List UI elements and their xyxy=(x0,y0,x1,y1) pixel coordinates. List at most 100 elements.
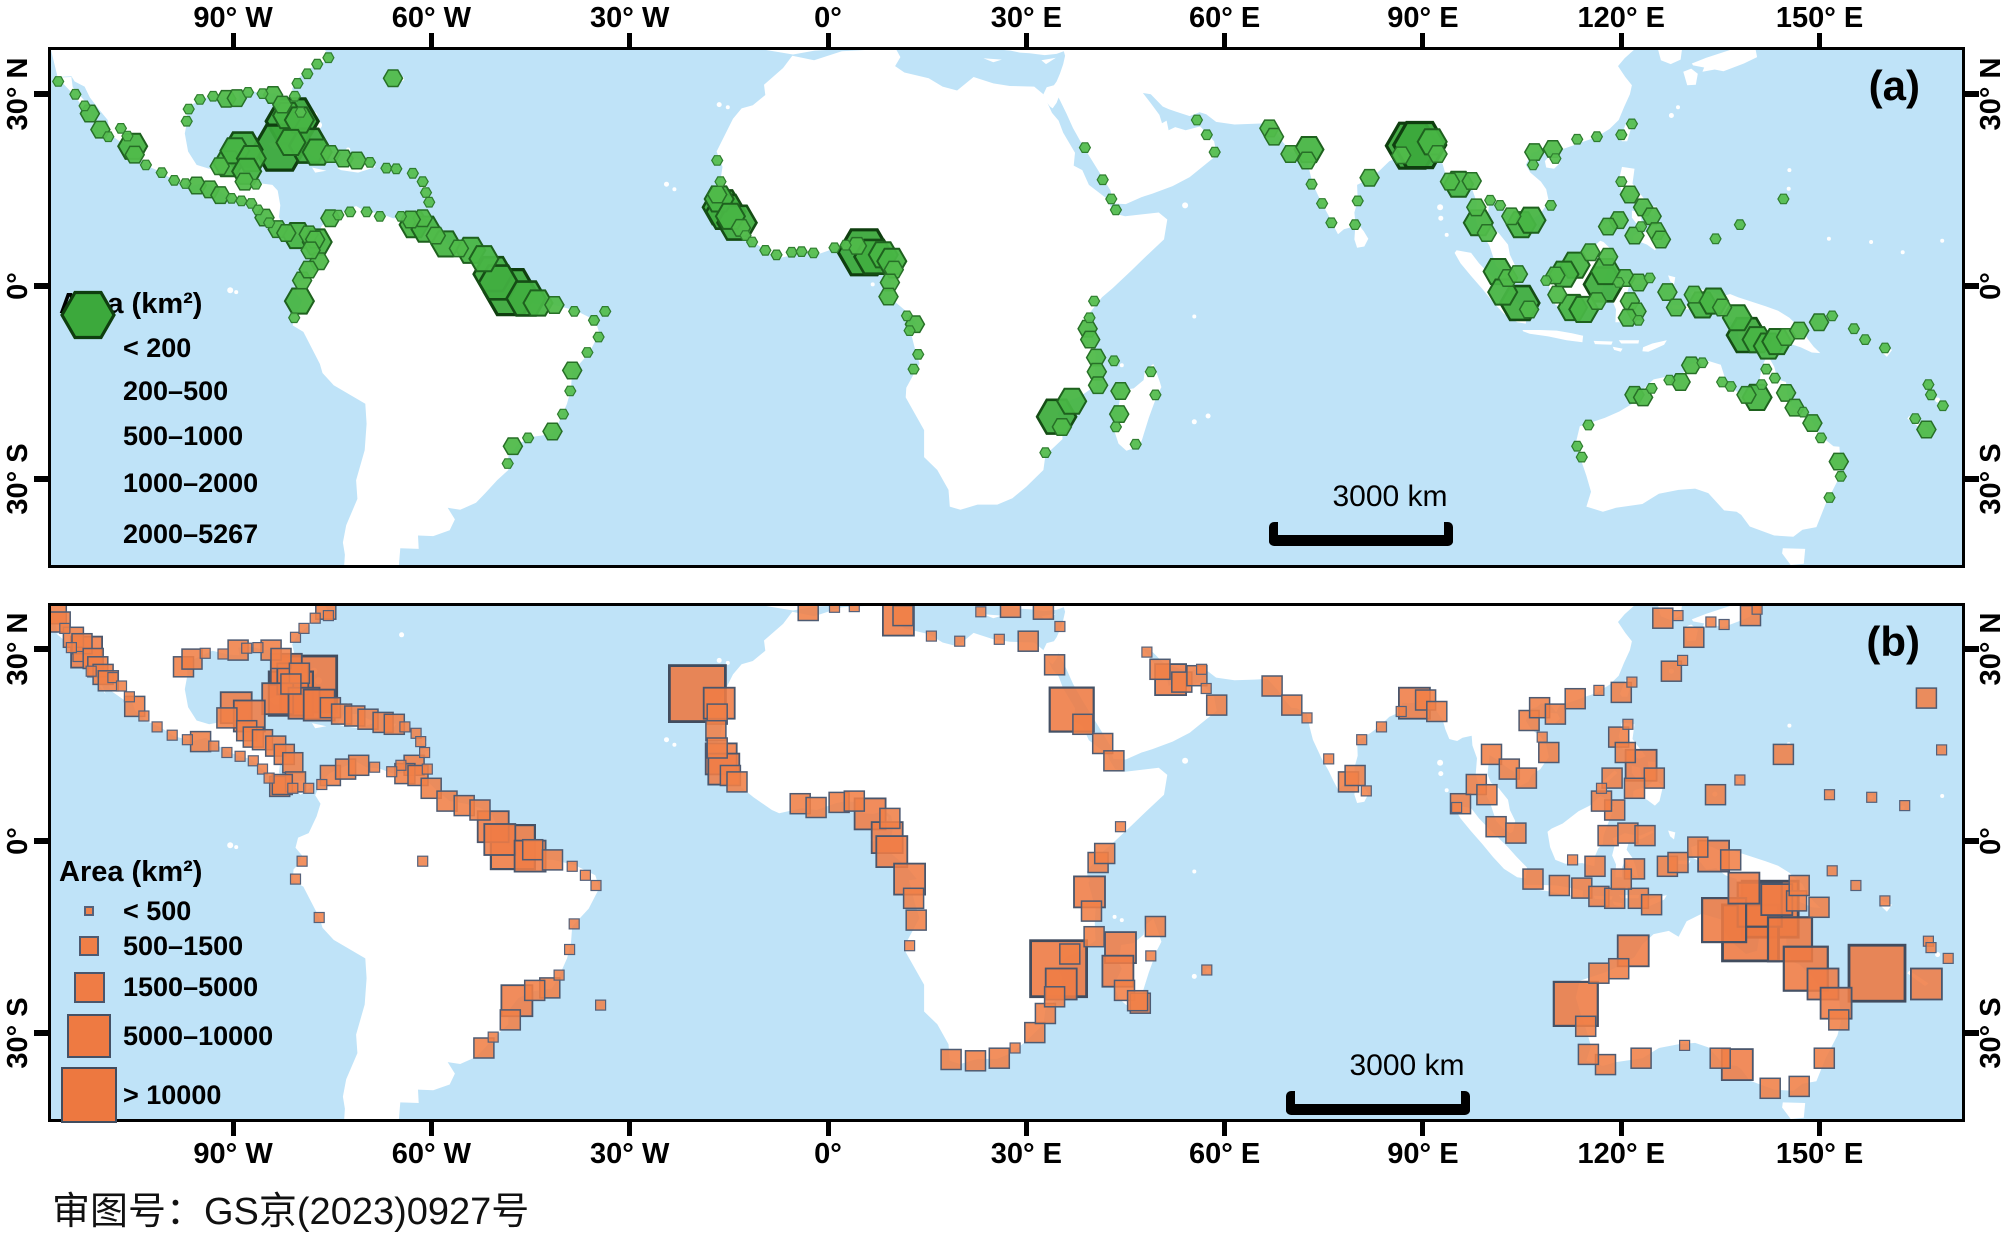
seagrass-area-point xyxy=(964,1050,987,1072)
seagrass-area-point xyxy=(1709,1047,1731,1069)
mangrove-area-point xyxy=(78,100,91,112)
mangrove-area-point xyxy=(1500,207,1522,226)
seagrass-area-point xyxy=(59,622,71,634)
island xyxy=(1192,869,1197,874)
seagrass-area-point xyxy=(1626,676,1638,688)
seagrass-area-point xyxy=(1059,943,1081,965)
mangrove-area-point xyxy=(1144,366,1157,378)
mangrove-area-point xyxy=(468,245,500,273)
mangrove-area-point xyxy=(903,325,916,336)
seagrass-area-point xyxy=(1597,824,1619,847)
seagrass-area-point xyxy=(843,790,866,812)
seagrass-area-point xyxy=(1719,849,1742,871)
seagrass-area-point xyxy=(805,796,827,819)
island xyxy=(1182,757,1189,764)
mangrove-area-point xyxy=(1039,447,1052,458)
mangrove-area-point xyxy=(544,295,565,314)
mangrove-area-point xyxy=(1315,198,1329,209)
seagrass-area-point xyxy=(1450,801,1463,814)
seagrass-area-point xyxy=(420,777,442,800)
seagrass-area-point xyxy=(1823,789,1836,801)
mangrove-area-point xyxy=(124,145,146,164)
seagrass-area-point xyxy=(1935,744,1948,756)
mangrove-area-point xyxy=(394,211,408,222)
seagrass-area-point xyxy=(726,771,748,793)
seagrass-area-point xyxy=(280,673,302,695)
mangrove-area-point xyxy=(542,422,563,441)
mangrove-area-point xyxy=(1078,142,1092,154)
mangrove-area-point xyxy=(1571,133,1584,145)
seagrass-area-point xyxy=(1622,718,1634,730)
mangrove-area-point xyxy=(382,69,404,88)
seagrass-area-point xyxy=(1032,606,1055,620)
island xyxy=(1869,240,1874,244)
square-size-icon xyxy=(59,936,119,956)
mangrove-area-point xyxy=(1814,432,1828,444)
mangrove-area-point xyxy=(1439,172,1461,191)
latitude-tick xyxy=(1965,838,1979,845)
legend-item-label: > 10000 xyxy=(123,1079,222,1110)
seagrass-area-point xyxy=(1072,713,1094,736)
island xyxy=(1787,723,1792,728)
seagrass-area-point xyxy=(1054,620,1066,633)
seagrass-area-point xyxy=(1700,897,1748,944)
seagrass-area-point xyxy=(1925,942,1937,954)
seagrass-area-point xyxy=(1505,822,1527,844)
mangrove-area-point xyxy=(1709,233,1722,245)
seagrass-area-point xyxy=(797,606,819,622)
mangrove-area-point xyxy=(1280,145,1301,164)
mangrove-area-point xyxy=(1540,275,1553,286)
seagrass-area-point xyxy=(1205,694,1228,716)
longitude-tick xyxy=(1023,33,1029,47)
latitude-label: 30° N xyxy=(1975,613,2007,686)
island xyxy=(1940,794,1945,798)
seagrass-area-point xyxy=(1828,1009,1850,1031)
island xyxy=(1192,314,1197,319)
island xyxy=(1191,973,1197,979)
mangrove-area-point xyxy=(294,106,307,118)
island xyxy=(1437,204,1444,211)
landmass xyxy=(51,50,331,240)
seagrass-area-point xyxy=(415,736,427,748)
mangrove-area-point xyxy=(139,159,153,171)
scalebar-label-b: 3000 km xyxy=(1349,1049,1465,1082)
seagrass-area-point xyxy=(563,943,576,956)
mangrove-area-point xyxy=(1597,217,1619,236)
scalebar-a: 3000 km xyxy=(1269,480,1471,546)
island xyxy=(1676,105,1680,110)
mangrove-area-point xyxy=(182,103,195,115)
mangrove-area-point xyxy=(1619,185,1641,204)
mangrove-area-point xyxy=(226,89,248,108)
mangrove-area-point xyxy=(1549,153,1562,164)
seagrass-area-point xyxy=(1149,658,1171,681)
legend-item: 500–1000 xyxy=(59,297,258,459)
latitude-label: 0° xyxy=(1975,272,2007,301)
landmass xyxy=(766,50,827,55)
seagrass-area-point xyxy=(1623,777,1646,800)
mangrove-area-point xyxy=(249,178,263,190)
island xyxy=(399,632,405,638)
landmass xyxy=(983,58,1002,63)
mangrove-area-point xyxy=(1325,217,1338,229)
mangrove-area-point xyxy=(1615,129,1628,141)
landmass xyxy=(1683,68,1698,86)
island xyxy=(1119,363,1124,368)
mangrove-area-point xyxy=(795,246,808,257)
seagrass-area-point xyxy=(322,609,334,622)
mangrove-area-point xyxy=(1051,417,1073,436)
longitude-label: 60° E xyxy=(1189,1138,1261,1170)
mangrove-area-point xyxy=(301,68,314,80)
seagrass-area-point xyxy=(594,999,607,1011)
mangrove-area-point xyxy=(807,247,820,259)
legend-item-label: < 200 xyxy=(123,332,192,363)
seagrass-area-point xyxy=(1866,791,1878,803)
seagrass-area-point xyxy=(199,647,211,659)
longitude-tick xyxy=(1817,33,1823,47)
seagrass-area-point xyxy=(166,729,178,741)
seagrass-area-point xyxy=(1678,1039,1691,1051)
mangrove-area-point xyxy=(209,157,231,176)
seagrass-area-point xyxy=(123,691,136,703)
latitude-label: 30° N xyxy=(2,57,34,131)
island xyxy=(672,187,677,192)
mangrove-area-point xyxy=(521,432,535,444)
